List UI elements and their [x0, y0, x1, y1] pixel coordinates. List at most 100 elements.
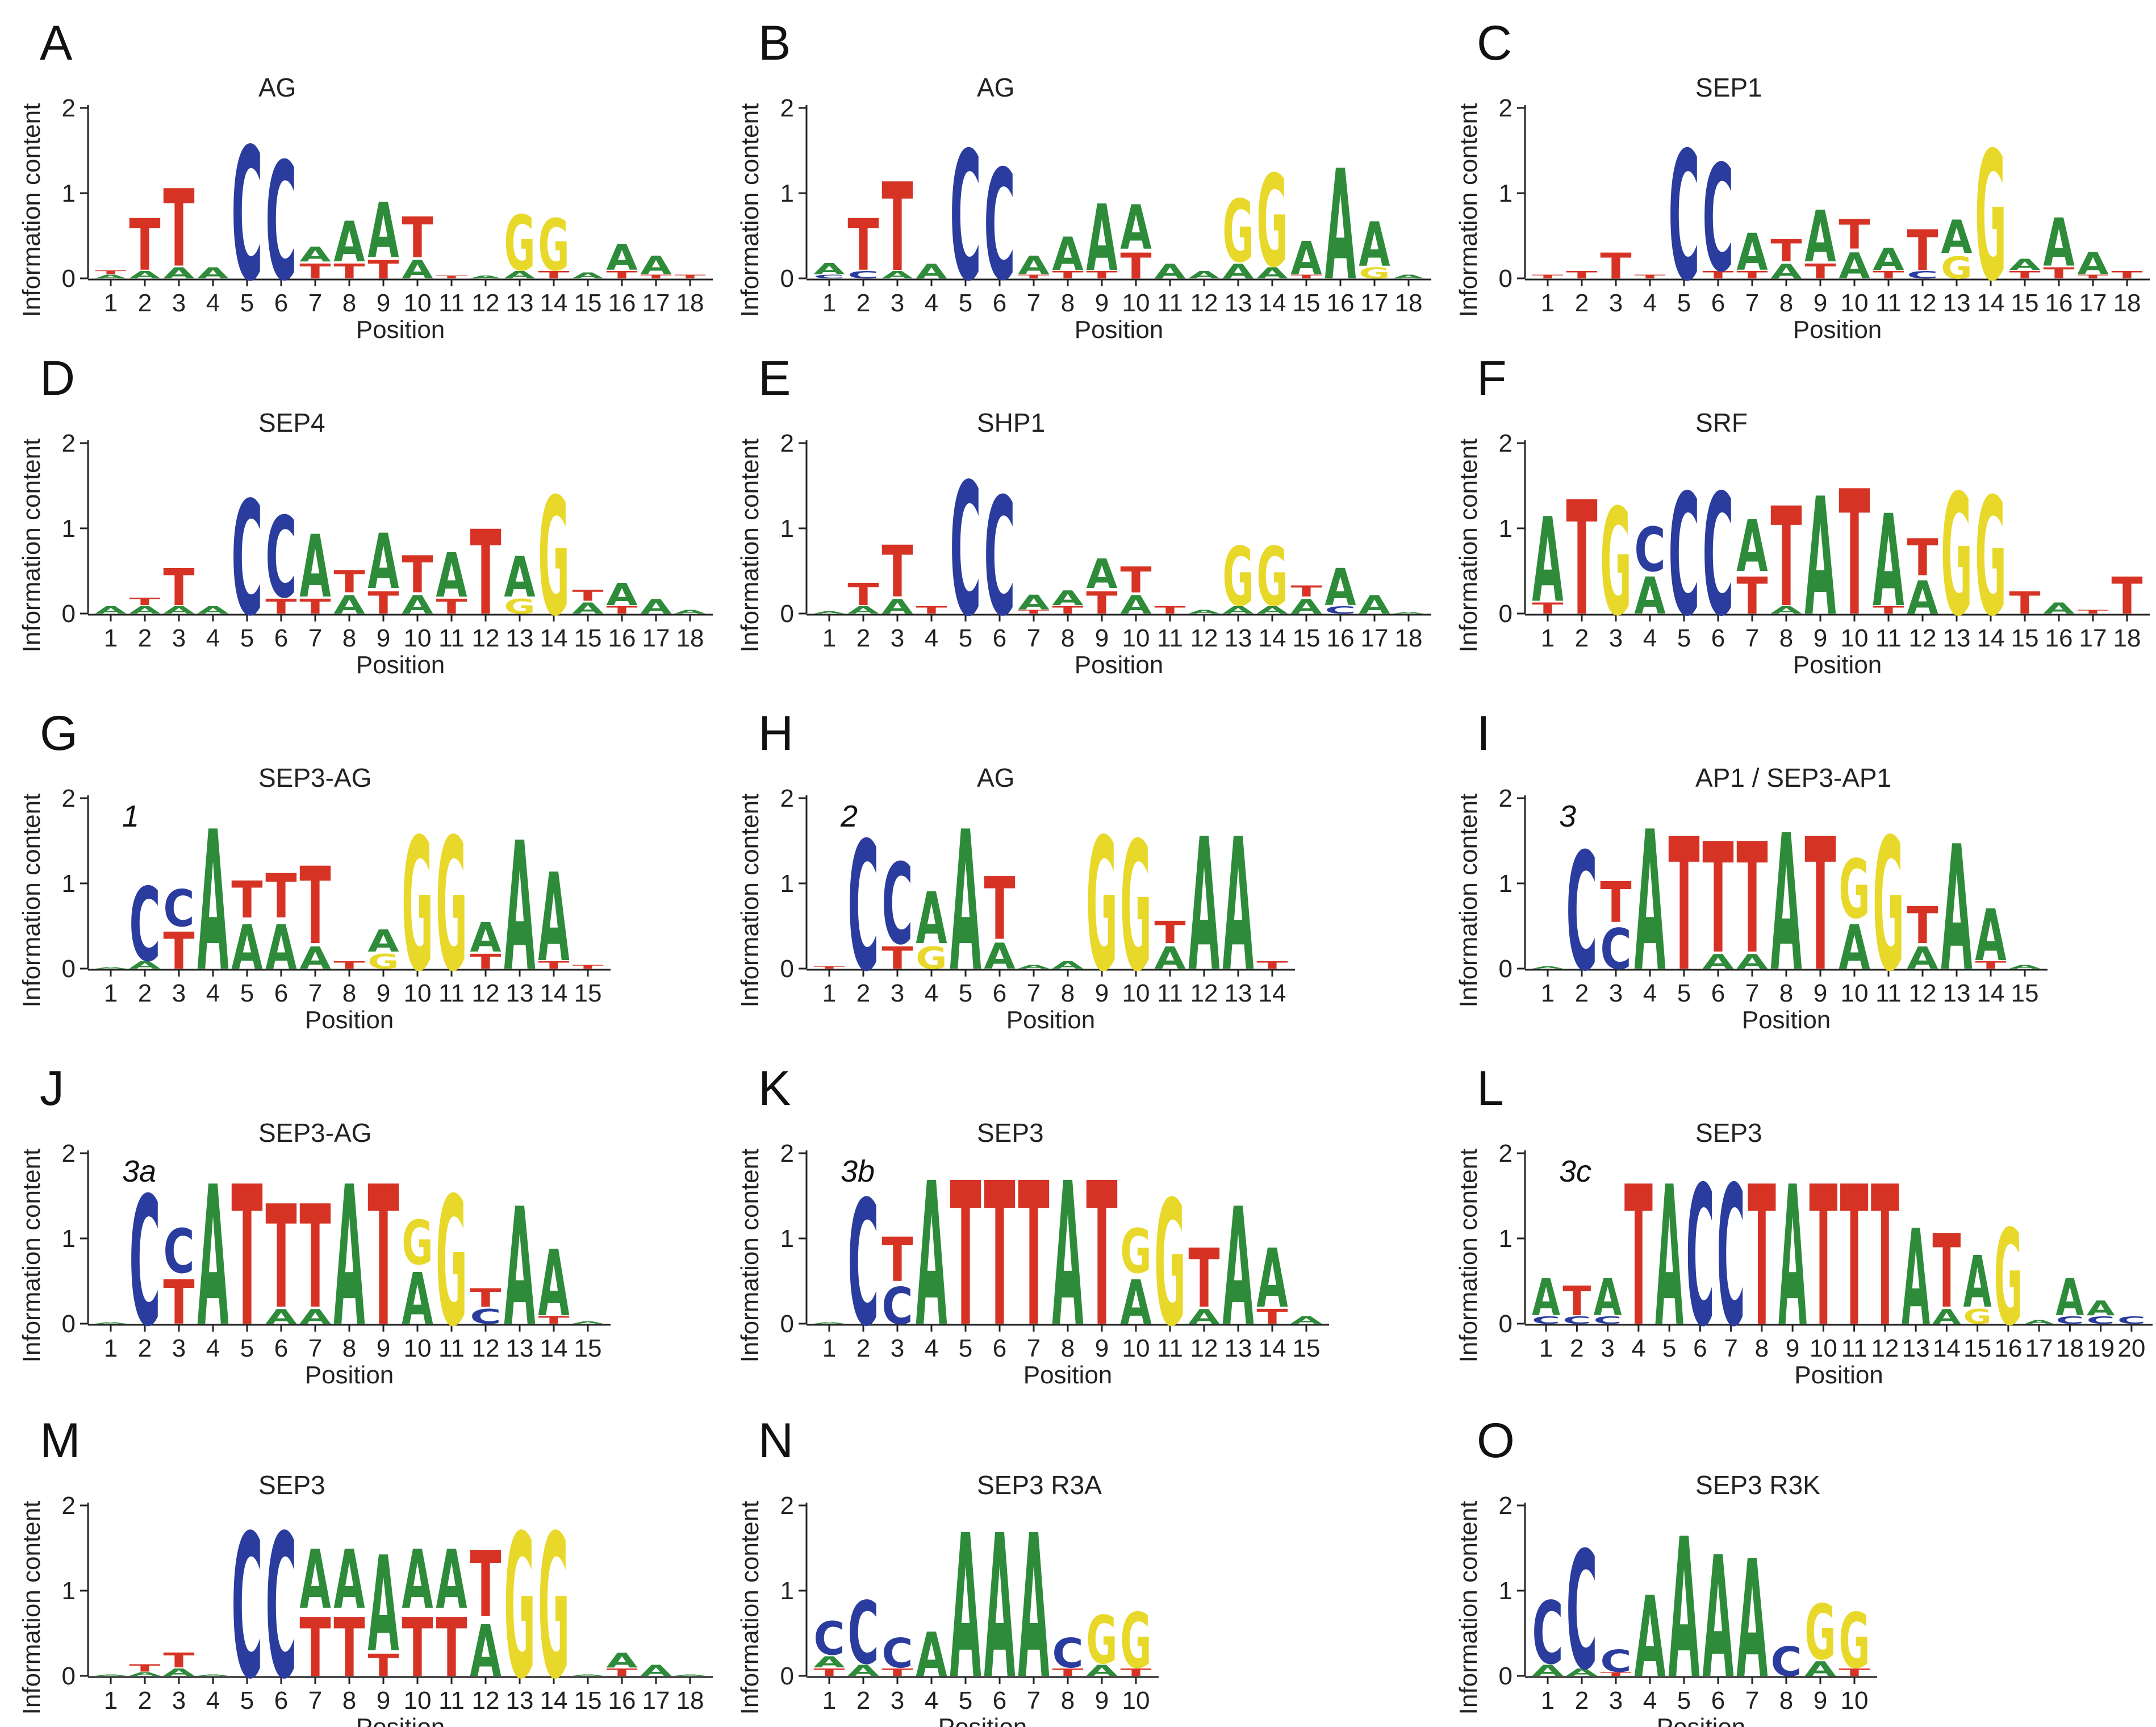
logo-letter-a: A	[2009, 256, 2041, 273]
x-tick-label: 5	[1662, 1334, 1676, 1362]
x-tick-label: 13	[1943, 289, 1971, 317]
logo-letter-a: A	[847, 1662, 879, 1679]
logo-letter-t: T	[299, 1601, 331, 1695]
logo-letter-a: A	[95, 967, 126, 969]
logo-letter-t: T	[881, 1667, 913, 1679]
x-tick-label: 3	[1609, 624, 1623, 652]
logo-letter-a: A	[163, 1667, 194, 1679]
x-tick-label: 10	[404, 624, 432, 652]
x-tick-label: 13	[1225, 289, 1252, 317]
x-tick-label: 1	[822, 979, 836, 1007]
logo-letter-a: A	[265, 1305, 297, 1329]
logo-letter-a: A	[1668, 1497, 1699, 1721]
logo-letter-t: T	[1086, 269, 1117, 281]
x-tick-label: 11	[438, 289, 465, 317]
x-tick-label: 3	[1609, 1687, 1623, 1715]
logo-letter-a: A	[1804, 463, 1836, 652]
logo-letter-a: A	[1975, 895, 2006, 977]
logo-letter-a: A	[163, 264, 195, 282]
logo-letter-g: G	[1120, 805, 1151, 1011]
x-tick-label: 1	[822, 1334, 836, 1362]
x-tick-label: 8	[342, 1687, 356, 1715]
logo-letter-t: T	[1907, 529, 1938, 588]
logo-letter-t: T	[606, 269, 637, 281]
x-tick-label: 8	[1061, 979, 1075, 1007]
logo-letter-c: C	[813, 1613, 845, 1666]
logo-letter-a: A	[1770, 604, 1802, 616]
logo-letter-a: A	[197, 604, 228, 616]
logo-letter-g: G	[1154, 1163, 1185, 1364]
logo-letter-g: G	[1600, 478, 1631, 649]
y-tick-label: 0	[780, 1310, 794, 1338]
logo-letter-t: T	[333, 1601, 365, 1695]
logo-letter-a: A	[916, 260, 947, 283]
x-tick-label: 13	[1225, 1334, 1252, 1362]
x-tick-label: 1	[1539, 1334, 1553, 1362]
logo-letter-a: A	[129, 1671, 161, 1677]
logo-letter-g: G	[1359, 265, 1390, 282]
x-tick-label: 1	[104, 624, 118, 652]
y-tick-label: 1	[1499, 1577, 1512, 1605]
logo-letter-g: G	[1975, 464, 2006, 652]
logo-letter-t: T	[265, 595, 297, 619]
x-tick-label: 3	[891, 1334, 904, 1362]
x-tick-label: 16	[608, 1687, 636, 1715]
logo-letter-g: G	[1941, 459, 1972, 653]
y-tick-label: 1	[1499, 870, 1512, 898]
x-tick-label: 12	[1190, 1334, 1218, 1362]
logo-letter-g: G	[504, 199, 535, 287]
x-tick-label: 9	[377, 624, 390, 652]
x-tick-label: 4	[1643, 1687, 1657, 1715]
y-tick-label: 0	[1499, 265, 1512, 293]
x-tick-label: 3	[891, 1687, 904, 1715]
logo-letter-t: T	[2009, 269, 2040, 281]
logo-letter-c: C	[1907, 269, 1938, 281]
logo-letter-g: G	[436, 799, 467, 1012]
x-tick-label: 2	[1570, 1334, 1583, 1362]
x-tick-label: 5	[1677, 1687, 1691, 1715]
logo-letter-a: A	[950, 1494, 981, 1724]
y-axis-label: Information content	[1455, 439, 1482, 653]
logo-letter-g: G	[1839, 844, 1870, 937]
x-tick-label: 8	[342, 1334, 356, 1362]
logo-letter-c: C	[163, 880, 194, 938]
logo-title: SEP3 R3K	[1695, 1470, 1820, 1500]
x-tick-label: 8	[342, 289, 356, 317]
logo-letter-t: T	[538, 269, 569, 281]
x-tick-label: 5	[240, 1334, 254, 1362]
y-tick-label: 0	[780, 600, 794, 628]
x-tick-label: 8	[342, 979, 356, 1007]
x-tick-label: 3	[172, 1687, 186, 1715]
logo-letter-t: T	[1018, 274, 1049, 280]
x-tick-label: 2	[856, 1334, 870, 1362]
logo-letter-a: A	[367, 1529, 399, 1682]
x-tick-label: 6	[274, 1334, 288, 1362]
logo-letter-a: A	[640, 1662, 672, 1679]
logo-letter-t: T	[333, 260, 365, 283]
x-tick-label: 12	[472, 289, 500, 317]
logo-letter-a: A	[299, 1532, 331, 1627]
x-tick-label: 9	[1095, 289, 1109, 317]
logo-letter-a: A	[1873, 242, 1904, 277]
panel-letter: A	[40, 16, 73, 70]
logo-letter-c: C	[129, 1161, 160, 1366]
logo-letter-c: C	[1600, 1643, 1631, 1679]
y-tick-label: 2	[780, 94, 794, 122]
logo-letter-a: A	[1907, 572, 1938, 624]
logo-letter-t: T	[1566, 468, 1597, 651]
x-tick-label: 17	[1361, 289, 1389, 317]
x-tick-label: 5	[240, 289, 254, 317]
x-tick-label: 15	[1293, 289, 1321, 317]
logo-letter-t: T	[470, 505, 501, 641]
logo-letter-a: A	[674, 609, 706, 615]
logo-letter-a: A	[640, 595, 672, 619]
logo-letter-a: A	[1532, 1269, 1560, 1328]
logo-letter-t: T	[881, 1225, 913, 1296]
x-tick-label: 4	[1643, 289, 1657, 317]
logo-title: SEP3	[977, 1118, 1044, 1148]
logo-letter-a: A	[1256, 604, 1288, 616]
logo-letter-t: T	[163, 558, 194, 618]
x-tick-label: 8	[1061, 289, 1075, 317]
